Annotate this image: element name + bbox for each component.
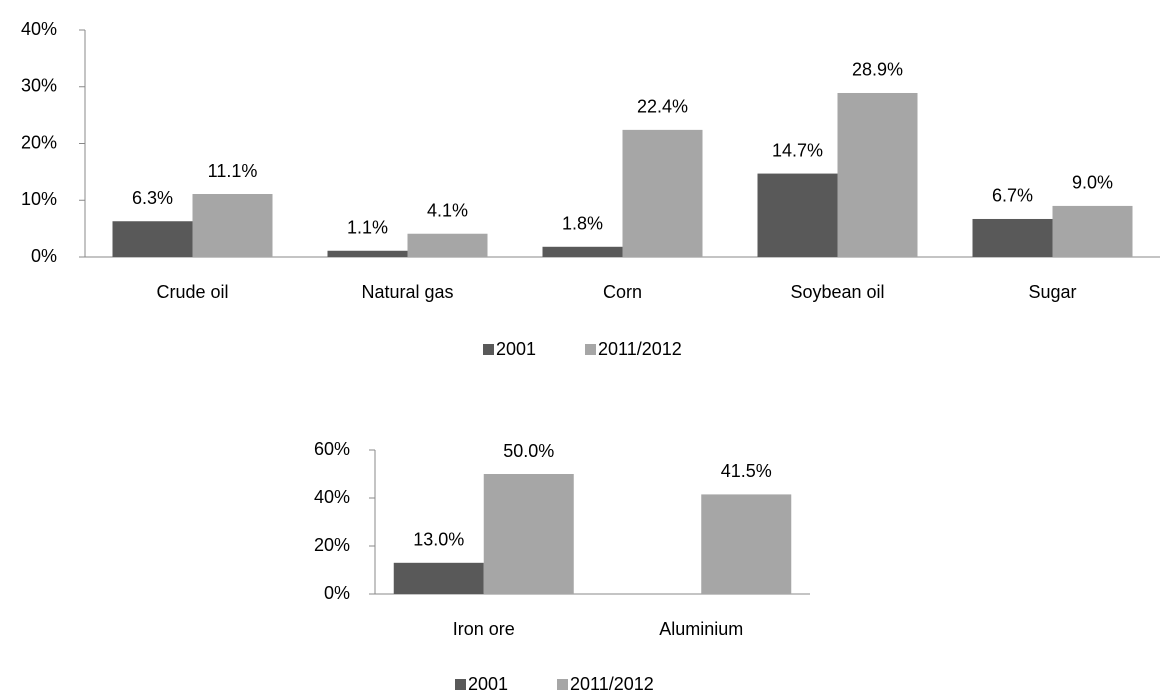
data-label: 14.7% [772,140,823,160]
data-label: 50.0% [503,441,554,461]
x-tick-label: Corn [603,282,642,302]
bar [393,562,484,594]
data-label: 1.8% [562,214,603,234]
x-tick-label: Crude oil [156,282,228,302]
bar [542,246,623,257]
data-label: 6.3% [132,188,173,208]
bar [112,221,193,257]
data-label: 13.0% [413,530,464,550]
chart: 0% 20% 40% 60% Iron ore 13.0% 50.0% Aluminium 41… [314,439,810,693]
legend-label: 2011/2012 [598,339,682,359]
y-tick-label: 10% [21,189,57,209]
data-label: 28.9% [852,60,903,80]
data-label: 1.1% [347,218,388,238]
x-tick-label: Aluminium [659,619,743,639]
bar [483,474,574,594]
legend-swatch [483,344,494,355]
y-tick-label: 30% [21,76,57,96]
bar [972,218,1053,257]
legend-swatch [557,679,568,690]
data-label: 41.5% [721,461,772,481]
chart: 0% 10% 20% 30% 40% Crude oil 6.3% 11.1% Natural … [21,19,1160,359]
data-label: 6.7% [992,186,1033,206]
legend-label: 2011/2012 [570,674,654,693]
bar [837,92,918,258]
bar [622,129,703,257]
y-tick-label: 60% [314,439,350,459]
y-tick-label: 40% [21,19,57,39]
bar [327,250,408,257]
y-tick-label: 0% [324,583,350,603]
data-label: 9.0% [1072,173,1113,193]
legend-swatch [455,679,466,690]
bar [407,233,488,257]
legend-label: 2001 [468,674,508,693]
y-tick-label: 40% [314,487,350,507]
x-tick-label: Iron ore [453,619,515,639]
data-label: 4.1% [427,200,468,220]
data-label: 22.4% [637,97,688,117]
bar [757,173,838,257]
y-tick-label: 0% [31,246,57,266]
x-tick-label: Soybean oil [790,282,884,302]
y-tick-label: 20% [314,535,350,555]
y-tick-label: 20% [21,132,57,152]
legend-swatch [585,344,596,355]
x-tick-label: Sugar [1028,282,1076,302]
legend-label: 2001 [496,339,536,359]
x-tick-label: Natural gas [361,282,453,302]
bar [192,194,273,257]
bar [1052,205,1133,257]
bar [701,494,792,594]
data-label: 11.1% [208,161,258,181]
